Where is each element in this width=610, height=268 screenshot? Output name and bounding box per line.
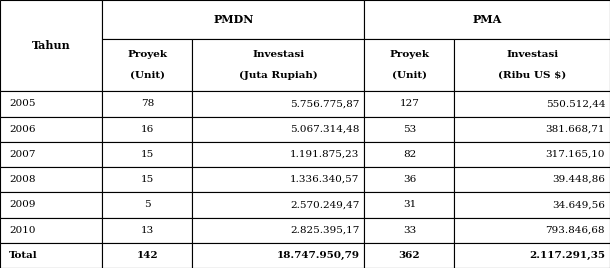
Text: 5.067.314,48: 5.067.314,48 [290,125,359,134]
Text: 13: 13 [141,226,154,235]
Bar [454,142,610,167]
Bar [192,91,364,117]
Bar [0,91,102,117]
Text: Total: Total [9,251,38,260]
Bar [364,192,454,218]
Bar [364,218,454,243]
Text: 16: 16 [141,125,154,134]
Bar [454,39,610,91]
Bar [102,91,192,117]
Text: 381.668,71: 381.668,71 [545,125,605,134]
Bar [102,218,192,243]
Bar [102,243,192,268]
Text: 1.336.340,57: 1.336.340,57 [290,175,359,184]
Bar [0,167,102,192]
Text: 34.649,56: 34.649,56 [552,200,605,209]
Bar [454,167,610,192]
Bar [102,192,192,218]
Bar [102,117,192,142]
Bar [102,39,192,91]
Bar [192,39,364,91]
Text: Tahun: Tahun [32,40,71,51]
Text: 2008: 2008 [9,175,35,184]
Bar [0,117,102,142]
Text: 31: 31 [403,200,416,209]
Text: 550.512,44: 550.512,44 [545,99,605,109]
Text: 2005: 2005 [9,99,35,109]
Text: 36: 36 [403,175,416,184]
Bar [102,167,192,192]
Text: 78: 78 [141,99,154,109]
Bar [364,39,454,91]
Text: 317.165,10: 317.165,10 [545,150,605,159]
Bar [364,142,454,167]
Bar [0,218,102,243]
Bar [454,218,610,243]
Text: 362: 362 [398,251,420,260]
Text: 1.191.875,23: 1.191.875,23 [290,150,359,159]
Bar [102,142,192,167]
Bar [192,192,364,218]
Bar [454,243,610,268]
Text: 2010: 2010 [9,226,35,235]
Bar [192,218,364,243]
Text: 33: 33 [403,226,416,235]
Bar [102,0,364,39]
Text: 2.117.291,35: 2.117.291,35 [529,251,605,260]
Bar [192,142,364,167]
Bar [0,142,102,167]
Text: Investasi

(Ribu US $): Investasi (Ribu US $) [498,50,566,80]
Text: 2009: 2009 [9,200,35,209]
Bar [364,243,454,268]
Bar [454,91,610,117]
Text: Proyek

(Unit): Proyek (Unit) [389,50,429,80]
Bar [454,117,610,142]
Text: PMDN: PMDN [213,14,254,25]
Bar [364,167,454,192]
Text: 5.756.775,87: 5.756.775,87 [290,99,359,109]
Text: 2.570.249,47: 2.570.249,47 [290,200,359,209]
Text: 53: 53 [403,125,416,134]
Text: 15: 15 [141,150,154,159]
Bar [454,192,610,218]
Text: 18.747.950,79: 18.747.950,79 [276,251,359,260]
Text: 15: 15 [141,175,154,184]
Text: 5: 5 [144,200,151,209]
Bar [0,243,102,268]
Text: PMA: PMA [473,14,502,25]
Bar [192,167,364,192]
Bar [0,0,102,91]
Bar [192,243,364,268]
Bar [192,117,364,142]
Text: 39.448,86: 39.448,86 [552,175,605,184]
Text: 142: 142 [137,251,158,260]
Text: 2007: 2007 [9,150,35,159]
Bar [364,0,610,39]
Text: 82: 82 [403,150,416,159]
Text: Proyek

(Unit): Proyek (Unit) [127,50,167,80]
Bar [364,91,454,117]
Text: Investasi

(Juta Rupiah): Investasi (Juta Rupiah) [239,50,318,80]
Text: 2.825.395,17: 2.825.395,17 [290,226,359,235]
Text: 2006: 2006 [9,125,35,134]
Bar [0,192,102,218]
Text: 127: 127 [400,99,419,109]
Bar [364,117,454,142]
Text: 793.846,68: 793.846,68 [545,226,605,235]
